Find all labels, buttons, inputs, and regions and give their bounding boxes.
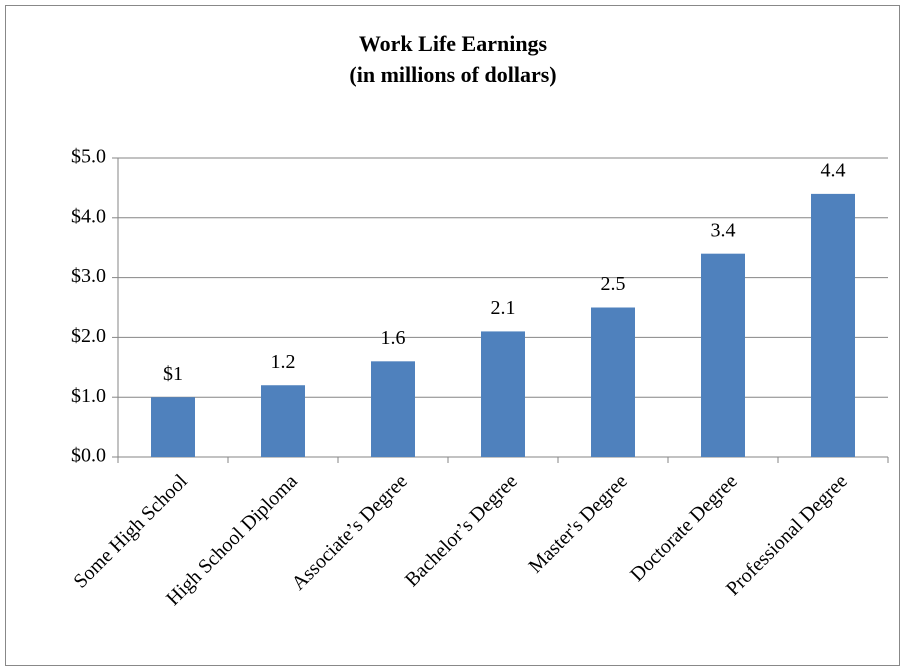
y-tick-label: $3.0: [71, 265, 106, 287]
bar: [151, 397, 195, 457]
bar: [701, 253, 745, 457]
chart-frame: [5, 5, 900, 666]
y-tick-label: $4.0: [71, 205, 106, 227]
y-tick-label: $2.0: [71, 325, 106, 347]
chart-subtitle: (in millions of dollars): [349, 62, 556, 87]
bar: [591, 307, 635, 457]
y-tick-label: $1.0: [71, 385, 106, 407]
data-label: 1.2: [271, 351, 296, 373]
data-label: 2.1: [491, 297, 516, 319]
bar: [481, 331, 525, 457]
y-tick-label: $5.0: [71, 146, 106, 168]
data-label: 2.5: [601, 273, 626, 295]
data-label: 4.4: [821, 159, 846, 181]
data-label: 1.6: [381, 327, 406, 349]
bar: [261, 385, 305, 457]
data-label: 3.4: [711, 219, 736, 241]
y-tick-label: $0.0: [71, 445, 106, 467]
bar: [371, 361, 415, 457]
data-label: $1: [163, 363, 183, 385]
bar: [811, 193, 855, 457]
chart-title: Work Life Earnings: [359, 31, 548, 56]
